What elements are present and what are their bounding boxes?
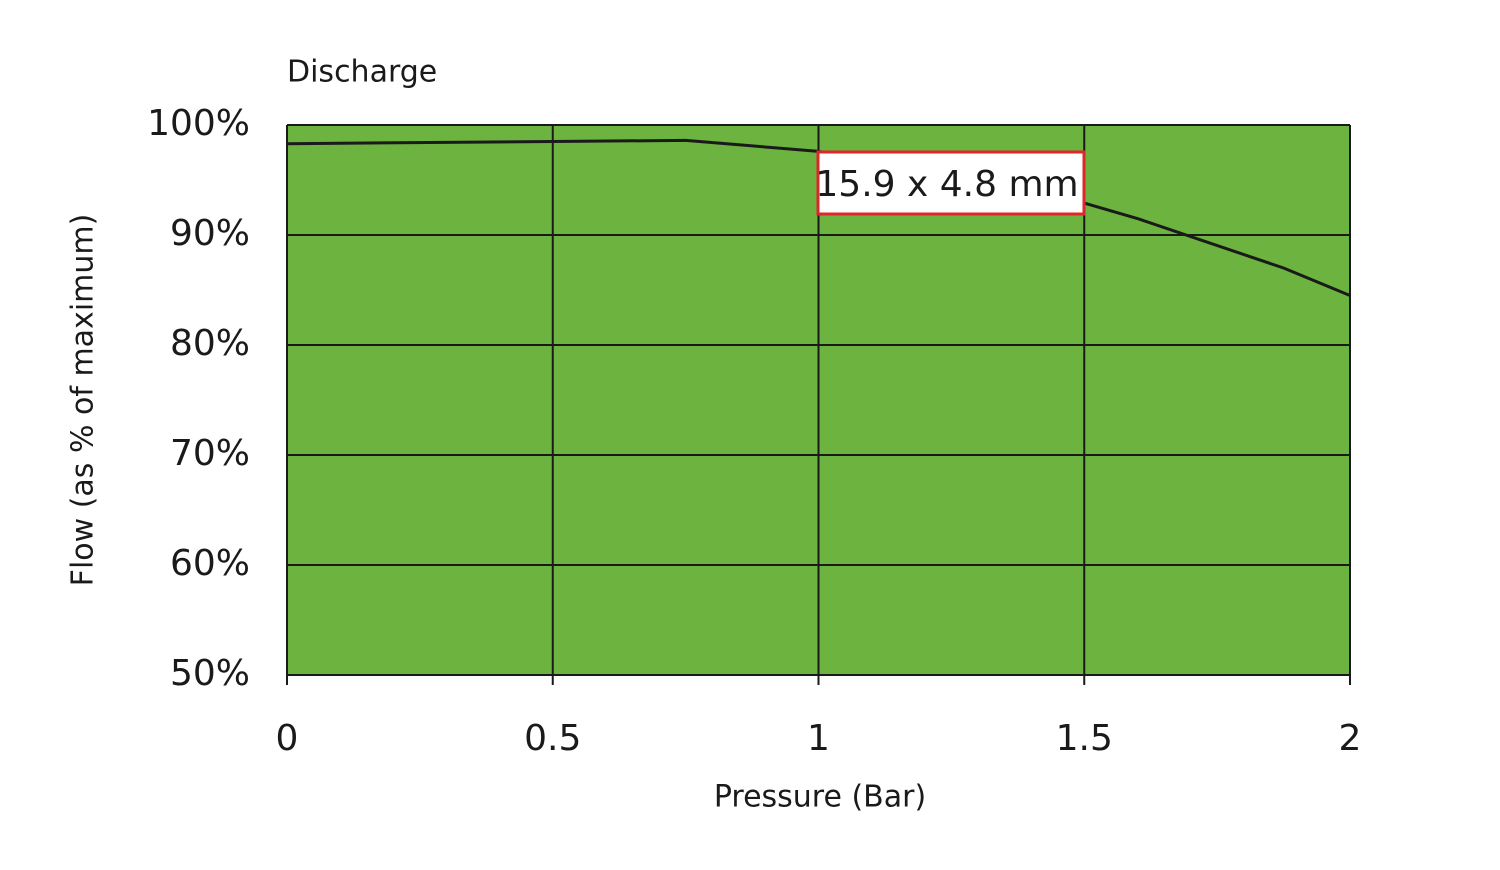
x-tick-label: 2 xyxy=(1339,718,1362,759)
x-tick-label: 1.5 xyxy=(1056,718,1113,759)
y-tick-label: 90% xyxy=(170,213,250,254)
y-axis-label: Flow (as % of maximum) xyxy=(66,214,101,587)
annotation: 15.9 x 4.8 mm xyxy=(815,164,1078,205)
y-tick-label: 100% xyxy=(147,103,250,144)
x-tick-label: 0 xyxy=(276,718,299,759)
y-tick-label: 50% xyxy=(170,653,250,694)
x-tick-label: 1 xyxy=(807,718,830,759)
chart-title: Discharge xyxy=(287,55,437,90)
x-tick-label: 0.5 xyxy=(524,718,581,759)
y-tick-label: 70% xyxy=(170,433,250,474)
y-tick-label: 80% xyxy=(170,323,250,364)
y-tick-label: 60% xyxy=(170,543,250,584)
x-axis-label: Pressure (Bar) xyxy=(714,780,926,815)
annotation-box xyxy=(816,150,1086,216)
